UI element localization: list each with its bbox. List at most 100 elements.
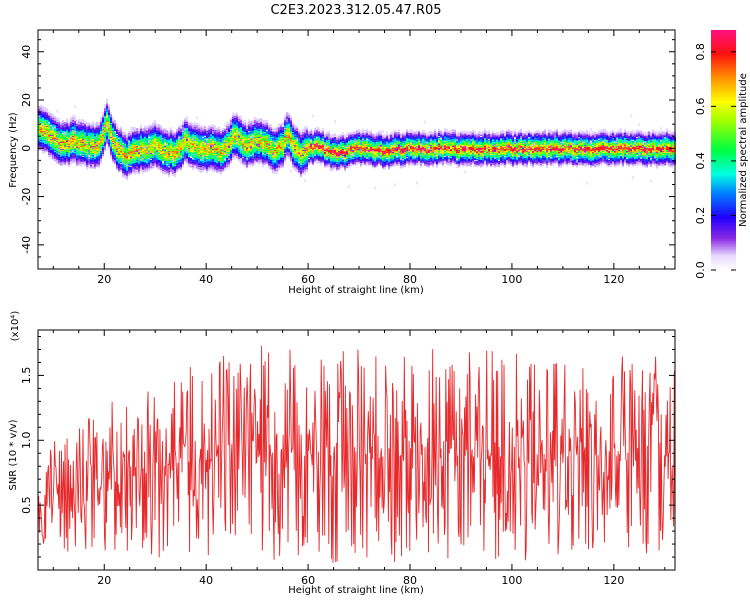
heat-cell [258, 119, 260, 122]
heat-cell [48, 113, 50, 116]
heat-cell [136, 163, 138, 166]
heat-cell [48, 115, 50, 118]
heat-cell [82, 130, 84, 133]
heat-cell [202, 165, 204, 168]
heat-cell [174, 132, 176, 135]
heat-cell [202, 125, 204, 128]
heat-cell [42, 113, 44, 116]
heat-cell [174, 171, 176, 174]
heat-cell [54, 125, 56, 128]
heat-cell [66, 125, 68, 128]
heat-cell [48, 111, 50, 114]
heat-cell [252, 119, 254, 122]
heat-cell [50, 117, 52, 120]
heat-cell [38, 105, 40, 108]
heat-cell [58, 117, 60, 120]
heat-cell [162, 128, 164, 131]
heat-cell [238, 156, 240, 159]
heat-cell [172, 170, 174, 173]
heat-cell [190, 164, 192, 167]
heat-cell [60, 129, 62, 132]
heat-cell [126, 133, 128, 136]
heat-cell-outlier [74, 105, 76, 109]
heat-cell [174, 173, 176, 176]
heat-cell [210, 124, 212, 127]
heat-cell [46, 108, 48, 111]
heat-cell [226, 162, 228, 165]
heat-cell [242, 160, 244, 163]
heat-cell [208, 125, 210, 128]
heat-cell [102, 148, 104, 151]
heat-cell [114, 160, 116, 163]
heat-cell [194, 165, 196, 168]
heat-cell [74, 153, 76, 156]
heat-cell [70, 116, 72, 119]
heat-cell [248, 121, 250, 124]
heat-cell [100, 118, 102, 121]
heat-cell [110, 120, 112, 123]
heat-cell [234, 113, 236, 116]
heat-cell [170, 169, 172, 172]
heat-cell [44, 143, 46, 146]
heat-cell [160, 135, 162, 138]
heat-cell [160, 125, 162, 128]
heat-cell [168, 167, 170, 170]
heat-cell [236, 112, 238, 115]
heat-cell [66, 123, 68, 126]
heat-cell [240, 155, 242, 158]
heat-cell [104, 112, 106, 115]
heat-cell [184, 155, 186, 158]
heat-cell-outlier [42, 123, 44, 127]
heat-cell [192, 122, 194, 125]
heat-cell [114, 126, 116, 129]
heat-cell [136, 128, 138, 131]
heat-cell [210, 161, 212, 164]
heat-cell [224, 169, 226, 172]
heat-cell [192, 168, 194, 171]
heat-cell [232, 112, 234, 115]
heat-cell [166, 170, 168, 173]
heat-cell-outlier [64, 131, 66, 135]
heat-cell-outlier [130, 126, 132, 130]
heat-cell [228, 122, 230, 125]
heat-cell [128, 130, 130, 133]
heat-cell [150, 124, 152, 127]
heat-cell [64, 126, 66, 129]
heat-cell [168, 175, 170, 178]
heat-cell [204, 126, 206, 129]
heat-cell [220, 165, 222, 168]
heat-cell [154, 159, 156, 162]
heat-cell [98, 121, 100, 124]
heat-cell [220, 169, 222, 172]
heat-cell [104, 103, 106, 106]
heat-cell [232, 153, 234, 156]
heat-cell [134, 127, 136, 130]
heat-cell [40, 113, 42, 116]
heat-cell [84, 120, 86, 123]
heat-cell [178, 162, 180, 165]
heat-cell-outlier [226, 129, 228, 133]
heat-cell [172, 130, 174, 133]
heat-cell [228, 129, 230, 132]
heat-cell [126, 176, 128, 179]
heat-cell [206, 127, 208, 130]
heat-cell [110, 117, 112, 120]
heat-cell [232, 155, 234, 158]
heat-cell-outlier [164, 142, 166, 146]
heat-cell [88, 160, 90, 163]
heat-cell [50, 113, 52, 116]
heat-cell [124, 131, 126, 134]
heat-cell [52, 113, 54, 116]
heat-cell [116, 123, 118, 126]
heat-cell [68, 121, 70, 124]
heat-cell [250, 120, 252, 123]
heat-cell [178, 132, 180, 135]
heat-cell [218, 126, 220, 129]
heat-cell [112, 117, 114, 120]
heat-cell [148, 124, 150, 127]
heat-cell [176, 128, 178, 131]
heat-cell-outlier [52, 126, 54, 130]
heat-cell-outlier [72, 114, 74, 118]
